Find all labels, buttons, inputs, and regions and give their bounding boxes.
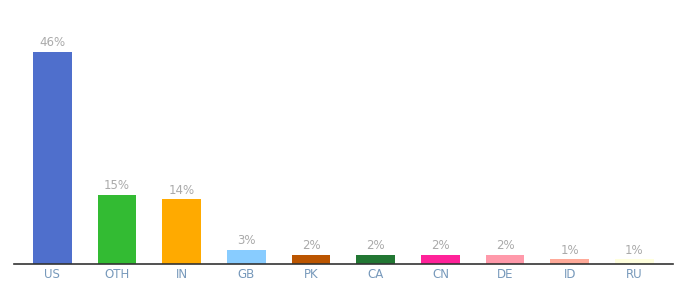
Text: 3%: 3%	[237, 234, 256, 248]
Bar	[163, 200, 201, 264]
Text: 2%: 2%	[367, 239, 385, 252]
Text: 2%: 2%	[496, 239, 514, 252]
Text: 2%: 2%	[431, 239, 449, 252]
Bar	[227, 250, 266, 264]
Text: 1%: 1%	[560, 244, 579, 256]
Bar	[356, 255, 395, 264]
Text: 2%: 2%	[302, 239, 320, 252]
Bar	[33, 52, 72, 264]
Text: 15%: 15%	[104, 179, 130, 192]
Text: 1%: 1%	[625, 244, 644, 256]
Bar	[615, 260, 653, 264]
Bar	[98, 195, 137, 264]
Bar	[550, 260, 589, 264]
Bar	[292, 255, 330, 264]
Bar	[421, 255, 460, 264]
Text: 14%: 14%	[169, 184, 194, 196]
Bar	[486, 255, 524, 264]
Text: 46%: 46%	[39, 36, 65, 49]
